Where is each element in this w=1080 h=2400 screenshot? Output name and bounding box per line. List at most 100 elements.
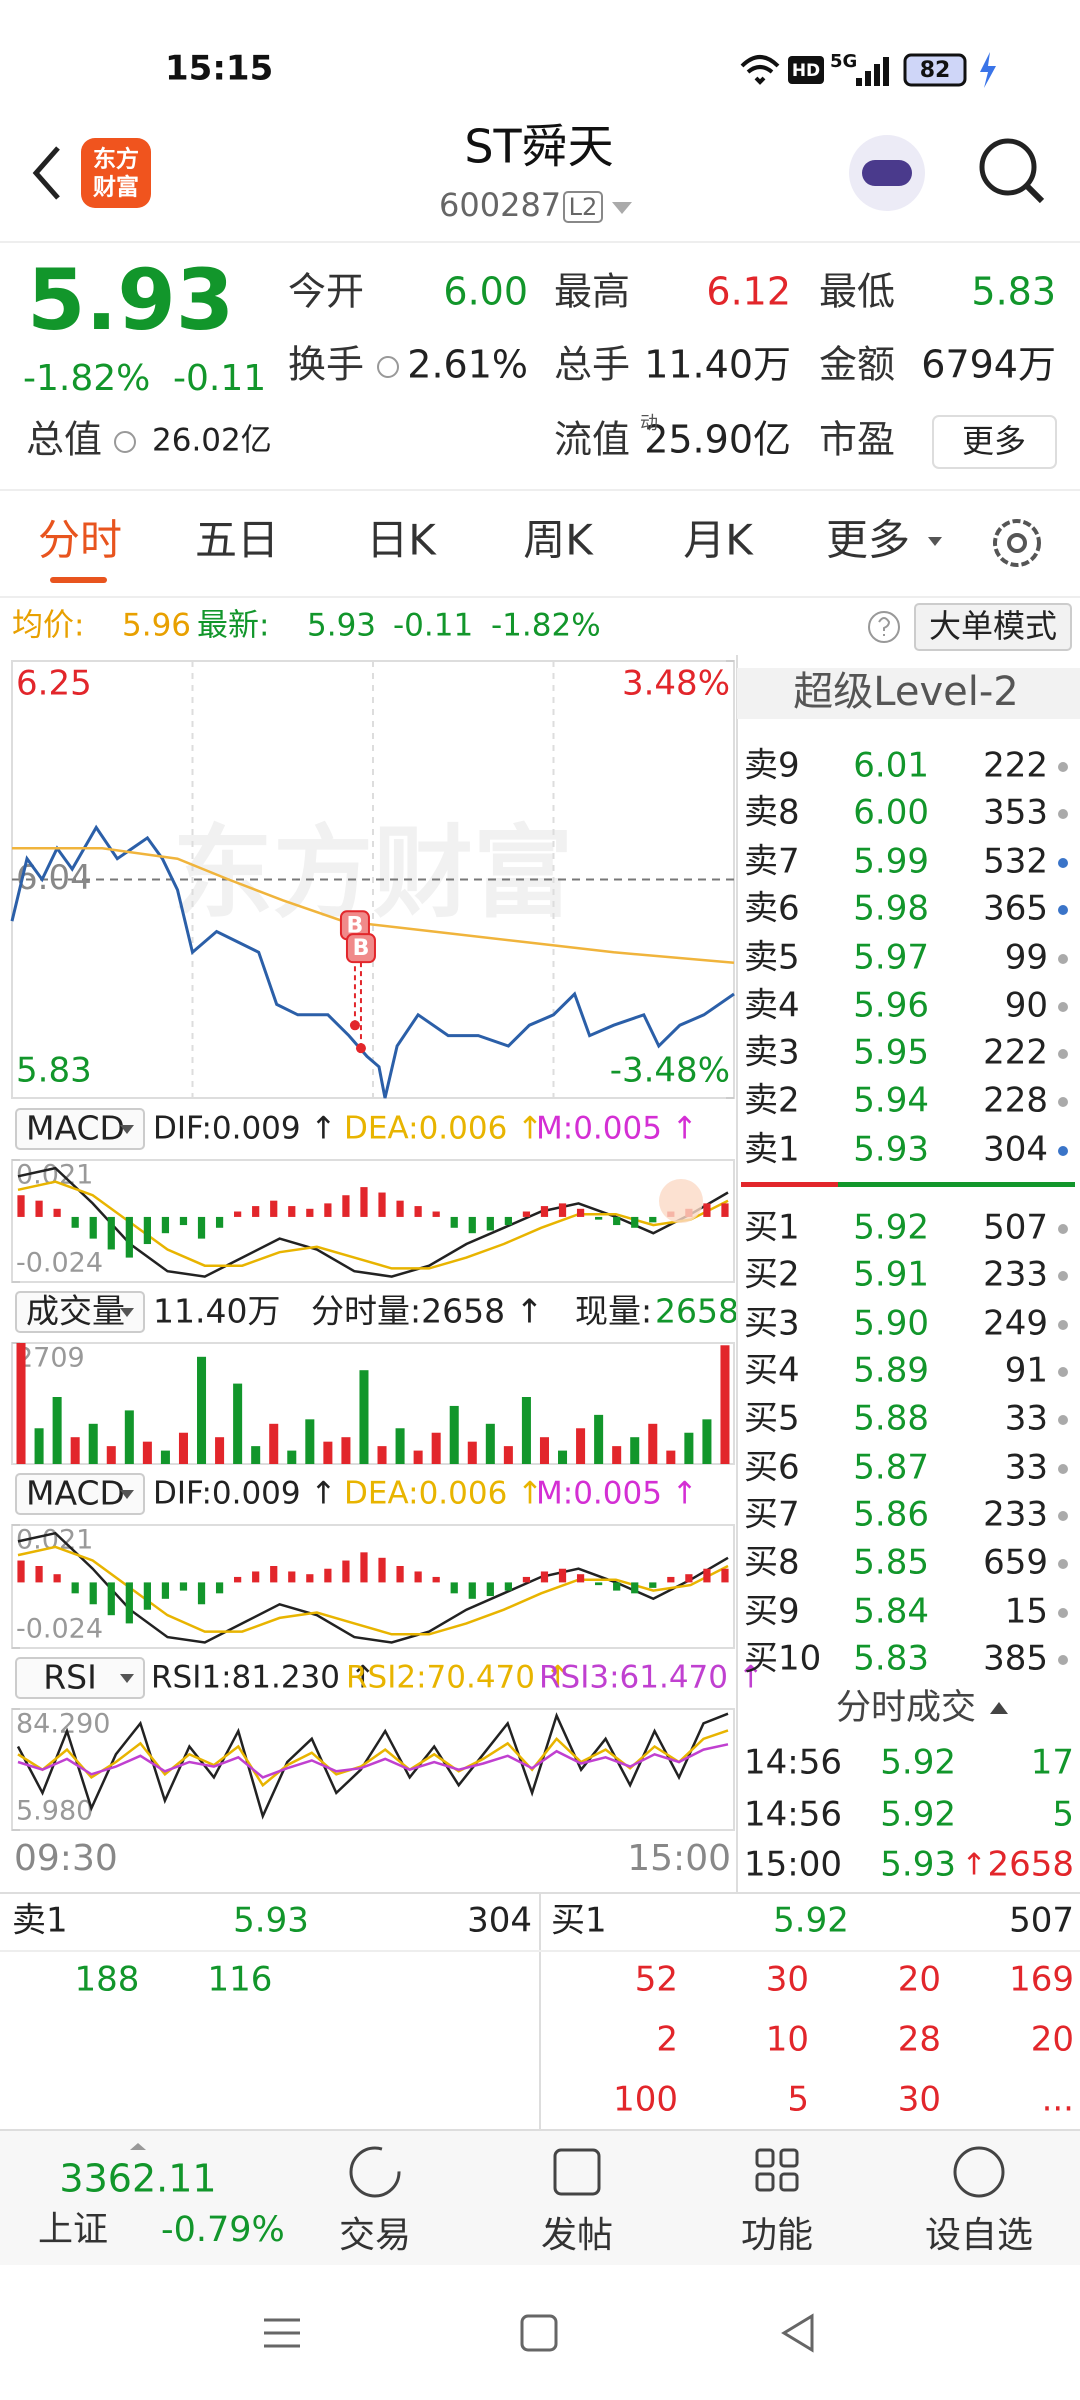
nav-label[interactable]: 设自选 <box>925 2215 1033 2256</box>
series-label: RSI2:70.470 ↑ <box>346 1660 571 1696</box>
y-tick-label: 2709 <box>16 1343 85 1374</box>
tab[interactable]: 日K <box>366 516 437 565</box>
signal-bar <box>883 57 889 86</box>
field-label: 换手 <box>288 343 364 387</box>
indicator-label[interactable]: RSI <box>43 1658 97 1697</box>
more-label[interactable]: 更多 <box>962 422 1026 460</box>
series-label: RSI3:61.470 ↑ <box>539 1660 764 1696</box>
nav-icon <box>755 2172 775 2192</box>
trade-price: 5.93 <box>880 1845 956 1885</box>
mode-button[interactable] <box>914 603 1072 651</box>
field-label: 总手 <box>554 343 630 387</box>
hd-label: HD <box>792 61 820 81</box>
field-label: 最低 <box>819 270 895 314</box>
queue-order: 30 <box>898 2080 941 2120</box>
book-label: 买9 <box>744 1592 800 1632</box>
index-name[interactable]: 上证 <box>38 2210 108 2250</box>
book-dot <box>1058 858 1068 868</box>
nav-icon <box>779 2148 799 2168</box>
macd-bar <box>468 1216 476 1234</box>
queue-order: 28 <box>898 2020 941 2060</box>
macd-bar <box>179 1216 188 1226</box>
macd-bar <box>143 1582 151 1610</box>
macd-bar <box>486 1582 494 1597</box>
tab[interactable]: 分时 <box>38 516 122 565</box>
macd-bar <box>558 1203 567 1217</box>
volume-bar <box>377 1446 387 1464</box>
indicator-label[interactable]: MACD <box>26 1109 125 1148</box>
search-icon[interactable] <box>979 138 1037 196</box>
indicator-label[interactable]: 成交量 <box>26 1292 125 1331</box>
book-dot <box>1058 809 1068 819</box>
stock-code: 600287 <box>439 186 561 224</box>
trade-volume: 17 <box>1031 1743 1074 1783</box>
index-change[interactable]: -0.79% <box>161 2210 285 2250</box>
zoom-button[interactable] <box>659 1179 703 1223</box>
volume-bar <box>88 1423 98 1464</box>
macd-bar <box>342 1195 350 1217</box>
system-back[interactable] <box>781 2313 814 2353</box>
field-label: 今开 <box>288 270 364 314</box>
macd-bar <box>649 1216 657 1223</box>
book-dot <box>1058 1002 1068 1012</box>
y2-tick-label: -3.48% <box>610 1051 730 1091</box>
tab[interactable]: 五日 <box>195 516 279 565</box>
volume-bar <box>431 1432 441 1464</box>
book-dot <box>1058 954 1068 964</box>
back-button[interactable] <box>32 146 60 200</box>
macd-bar <box>595 1582 603 1586</box>
field-value: 5.83 <box>971 270 1056 314</box>
tab[interactable]: 周K <box>523 516 594 565</box>
volume-bar <box>142 1441 152 1464</box>
stock-title: ST舜天 <box>464 120 613 174</box>
indicator-selector[interactable] <box>15 1108 145 1150</box>
info-icon <box>114 431 136 453</box>
queue-order: 20 <box>898 1960 941 2000</box>
trades-title[interactable]: 分时成交 <box>836 1688 976 1728</box>
volume-bar <box>16 1343 26 1464</box>
book-dot <box>1058 1049 1068 1059</box>
book-label: 卖7 <box>744 842 800 882</box>
mode-label[interactable]: 大单模式 <box>929 607 1057 645</box>
nav-label[interactable]: 功能 <box>741 2215 813 2256</box>
volume-bar <box>233 1383 243 1464</box>
y-tick-label: -0.024 <box>16 1614 103 1645</box>
book-dot <box>1058 1464 1068 1474</box>
macd-bar <box>540 1206 549 1217</box>
indicator-selector[interactable] <box>15 1473 145 1515</box>
macd-bar <box>270 1566 278 1583</box>
indicator-selector[interactable] <box>15 1291 145 1333</box>
book-price: 5.96 <box>853 986 929 1026</box>
info-icon <box>377 356 399 378</box>
tab[interactable]: 月K <box>683 516 754 565</box>
app-logo <box>81 138 151 208</box>
tab[interactable]: 更多 <box>826 516 910 565</box>
help-icon[interactable] <box>868 611 900 643</box>
nav-label[interactable]: 交易 <box>339 2215 411 2256</box>
field-value: 6.12 <box>706 270 791 314</box>
sort-arrow <box>990 1702 1008 1714</box>
y-tick-label: 84.290 <box>16 1709 110 1740</box>
macd-bar <box>649 1582 657 1588</box>
trade-time: 15:00 <box>744 1845 842 1885</box>
system-home[interactable] <box>520 2314 558 2352</box>
book-volume: 90 <box>1005 986 1048 1026</box>
book-volume: 33 <box>1005 1399 1048 1439</box>
macd-bar <box>450 1216 458 1228</box>
more-button[interactable] <box>932 415 1057 469</box>
book-dot <box>1058 1224 1068 1234</box>
tab-indicator <box>50 577 107 583</box>
indicator-label[interactable]: MACD <box>26 1474 125 1513</box>
macd-bar <box>17 1560 25 1583</box>
settings-icon[interactable] <box>993 519 1041 567</box>
volume-bar <box>449 1405 459 1464</box>
dropdown-arrow <box>612 202 632 214</box>
latest-change-percent: -1.82% <box>491 608 601 644</box>
book-volume: 233 <box>983 1495 1048 1535</box>
macd-bar <box>71 1582 79 1594</box>
y-tick-label: 5.83 <box>16 1051 92 1091</box>
index-value[interactable]: 3362.11 <box>59 2157 216 2201</box>
book-volume: 33 <box>1005 1448 1048 1488</box>
nav-label[interactable]: 发帖 <box>541 2215 613 2256</box>
indicator-selector[interactable] <box>15 1657 145 1699</box>
